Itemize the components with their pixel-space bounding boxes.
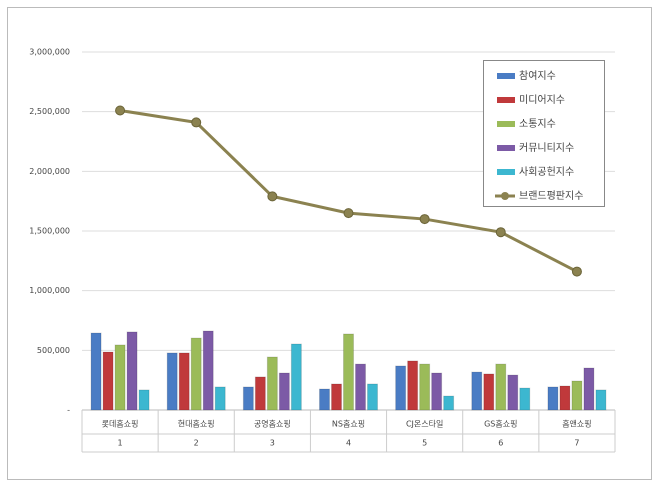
bar	[559, 385, 571, 411]
bar	[471, 371, 483, 411]
bar	[278, 372, 290, 411]
line-marker	[571, 266, 582, 277]
bar	[266, 356, 278, 411]
x-group-label: 2	[194, 439, 199, 448]
x-group-label: 7	[574, 439, 579, 448]
bar	[214, 386, 226, 411]
bar	[431, 372, 443, 411]
line-marker	[267, 191, 278, 202]
bar	[166, 352, 178, 411]
bar	[290, 343, 302, 411]
bar	[178, 352, 190, 411]
legend-label: 사회공헌지수	[519, 166, 574, 178]
legend-swatch	[497, 73, 515, 79]
bar	[242, 386, 254, 411]
y-tick-label: 2,000,000	[29, 167, 70, 176]
x-group-label: 1	[118, 439, 123, 448]
legend-label: 브랜드평판지수	[519, 190, 583, 202]
bar	[443, 395, 455, 411]
x-group-label: 5	[422, 439, 427, 448]
line-marker	[343, 208, 354, 219]
legend-swatch	[497, 97, 515, 103]
x-tick-label: NS홈쇼핑	[332, 419, 365, 429]
bar	[202, 330, 214, 411]
bar	[395, 365, 407, 411]
bar	[519, 387, 531, 411]
bar	[583, 367, 595, 411]
x-group-label: 3	[270, 439, 275, 448]
bar	[407, 360, 419, 411]
legend-label: 커뮤니티지수	[519, 142, 574, 154]
bar	[483, 373, 495, 411]
bar	[495, 363, 507, 411]
bar	[190, 337, 202, 411]
x-tick-label: 롯데홈쇼핑	[102, 419, 139, 429]
bar	[126, 331, 138, 411]
legend-swatch	[497, 169, 515, 175]
legend-label: 미디어지수	[519, 94, 565, 106]
bar	[419, 363, 431, 411]
bar	[138, 389, 150, 411]
x-tick-label: 공영홈쇼핑	[254, 419, 291, 429]
line-marker	[115, 105, 126, 116]
bar	[319, 388, 330, 411]
y-tick-label: 3,000,000	[29, 48, 70, 57]
line-marker	[419, 214, 430, 225]
bar	[343, 333, 354, 411]
bar	[254, 376, 266, 411]
bar	[367, 383, 378, 411]
bar	[114, 344, 126, 411]
x-tick-label: CJ온스타일	[406, 420, 443, 429]
y-tick-label: 500,000	[37, 346, 70, 355]
x-tick-label: 홈앤쇼핑	[562, 419, 591, 429]
y-tick-label: 1,500,000	[29, 227, 70, 236]
x-tick-label: GS홈쇼핑	[484, 419, 517, 429]
bar	[595, 389, 607, 411]
line-marker	[495, 227, 506, 238]
y-tick-label: 2,500,000	[29, 107, 70, 116]
bar	[507, 374, 519, 411]
legend-swatch	[497, 121, 515, 127]
bar	[331, 383, 342, 411]
y-tick-label: 1,000,000	[29, 286, 70, 295]
x-group-label: 4	[346, 439, 351, 448]
bar	[355, 363, 366, 411]
y-tick-label: -	[67, 406, 70, 415]
x-tick-label: 현대홈쇼핑	[178, 419, 215, 429]
bar	[90, 332, 102, 411]
bar	[102, 351, 114, 411]
legend-label: 참여지수	[519, 70, 556, 82]
x-group-label: 6	[498, 439, 503, 448]
bar	[547, 386, 559, 411]
legend-swatch	[501, 192, 509, 200]
legend-box	[483, 60, 605, 207]
legend-swatch	[497, 145, 515, 151]
legend-label: 소통지수	[519, 118, 556, 130]
bar	[571, 380, 583, 411]
line-marker	[191, 117, 202, 128]
